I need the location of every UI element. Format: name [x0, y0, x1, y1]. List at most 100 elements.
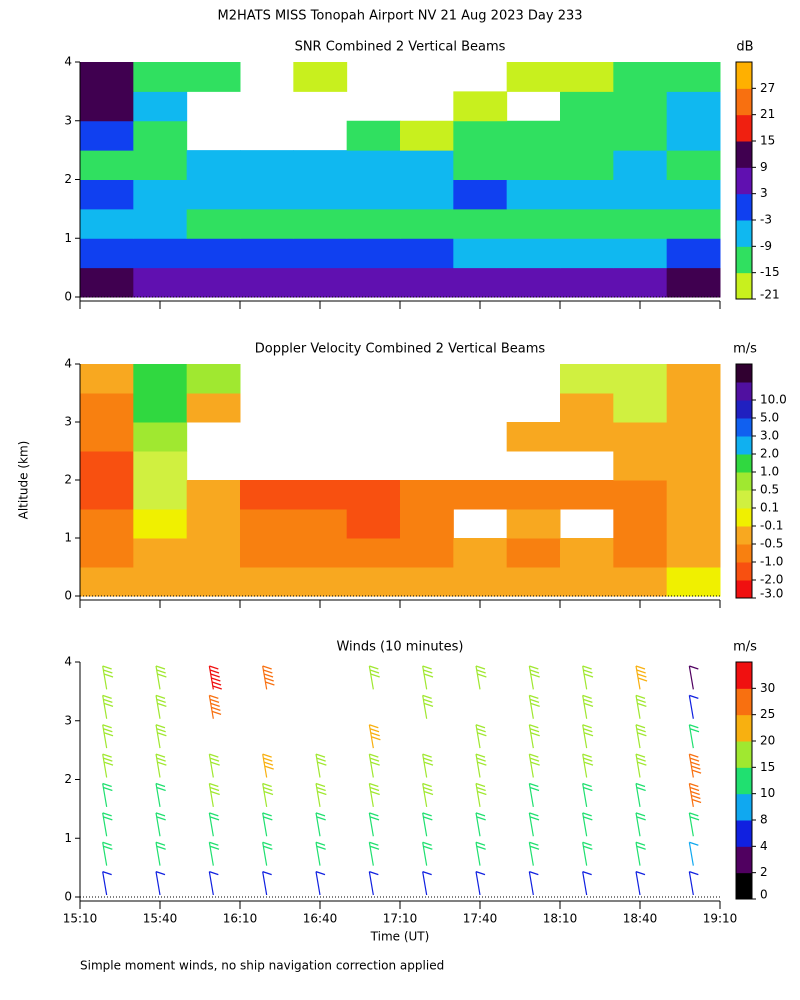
wind-barb	[155, 782, 166, 807]
wind-barb	[582, 871, 592, 896]
heatmap-cell	[186, 238, 241, 269]
wind-barb	[208, 841, 220, 866]
heatmap-cell	[400, 120, 454, 151]
heatmap-cell	[186, 538, 241, 568]
heatmap-cell	[506, 480, 561, 510]
wind-barb	[155, 694, 167, 719]
y-tick-label: 0	[64, 290, 72, 304]
chart-title: M2HATS MISS Tonopah Airport NV 21 Aug 20…	[217, 9, 582, 24]
wind-barb	[528, 724, 540, 749]
heatmap-cell	[293, 150, 348, 180]
heatmap-cell	[506, 567, 561, 597]
colorbar-tick-label: 30	[760, 681, 775, 695]
heatmap-cell	[613, 150, 668, 180]
y-tick-label: 3	[64, 113, 72, 127]
wind-barb	[208, 753, 220, 778]
heatmap-cell	[506, 267, 561, 298]
colorbar-tick-label: 25	[760, 707, 775, 721]
heatmap-cell	[293, 179, 348, 210]
colorbar-tick-label: -3	[760, 213, 772, 227]
wind-barb	[582, 782, 593, 807]
wind-barb	[102, 753, 114, 778]
x-tick-label: 18:10	[543, 912, 578, 926]
heatmap-cell	[560, 120, 614, 151]
wind-barb	[635, 724, 647, 749]
wind-barb	[422, 871, 432, 896]
heatmap-cell	[453, 267, 508, 298]
wind-barb	[688, 871, 699, 896]
heatmap-cell	[80, 150, 134, 180]
y-tick-label: 3	[64, 415, 72, 429]
x-tick-label: 19:10	[703, 912, 738, 926]
heatmap-cell	[80, 238, 134, 269]
colorbar-tick-label: -15	[760, 265, 780, 279]
colorbar-swatch	[736, 246, 752, 274]
wind-barb	[368, 841, 380, 866]
colorbar-swatch	[736, 364, 752, 383]
colorbar-swatch	[736, 662, 752, 689]
colorbar-tick-label: -0.1	[760, 519, 783, 533]
wind-barb	[688, 665, 699, 690]
wind-barb	[368, 724, 381, 749]
y-tick-label: 4	[64, 55, 72, 69]
heatmap-cell	[400, 509, 454, 539]
wind-barb	[688, 724, 700, 749]
wind-barb	[262, 871, 272, 896]
heatmap-cell	[506, 62, 561, 92]
heatmap-cell	[613, 238, 668, 269]
wind-barb	[475, 665, 487, 690]
wind-barb	[528, 812, 540, 837]
colorbar-tick-label: -3.0	[760, 587, 783, 601]
wind-barb	[475, 782, 487, 807]
heatmap-cell	[400, 150, 454, 180]
wind-barb	[475, 841, 486, 866]
wind-barb	[475, 871, 486, 896]
x-axis-label: Time (UT)	[370, 930, 430, 944]
heatmap-cell	[560, 208, 614, 239]
y-tick-label: 3	[64, 713, 72, 727]
heatmap-cell	[666, 120, 721, 151]
heatmap-cell	[240, 150, 294, 180]
heatmap-cell	[560, 62, 614, 92]
wind-barb	[315, 812, 326, 837]
colorbar-tick-label: 5.0	[760, 411, 779, 425]
heatmap-cell	[666, 238, 721, 269]
wind-barb	[635, 841, 646, 866]
heatmap-cell	[240, 238, 294, 269]
heatmap-cell	[506, 538, 561, 568]
panel-title: Winds (10 minutes)	[336, 640, 463, 655]
heatmap-cell	[560, 393, 614, 423]
colorbar-tick-label: 2.0	[760, 447, 779, 461]
heatmap-cell	[346, 179, 401, 210]
colorbar-tick-label: 0	[760, 888, 768, 902]
heatmap-cell	[133, 451, 188, 481]
wind-barb	[208, 782, 220, 807]
heatmap-cell	[613, 538, 668, 568]
heatmap-cell	[80, 393, 134, 423]
heatmap-cell	[666, 91, 721, 122]
heatmap-cell	[293, 538, 348, 568]
heatmap-cell	[293, 238, 348, 269]
heatmap-cell	[133, 364, 188, 394]
heatmap-cell	[293, 480, 348, 510]
colorbar-tick-label: 27	[760, 81, 775, 95]
heatmap-cell	[560, 364, 614, 394]
heatmap-cell	[133, 91, 188, 122]
heatmap-cell	[613, 480, 668, 510]
heatmap-cell	[506, 238, 561, 269]
y-tick-label: 4	[64, 357, 72, 371]
wind-barb	[422, 812, 433, 837]
wind-barb	[315, 753, 327, 778]
heatmap-cell	[133, 422, 188, 452]
heatmap-cell	[346, 267, 401, 298]
heatmap-cell	[453, 91, 508, 122]
wind-barb	[688, 812, 700, 837]
heatmap-cell	[346, 120, 401, 151]
colorbar-tick-label: 15	[760, 760, 775, 774]
wind-barb	[582, 694, 594, 719]
heatmap-cell	[613, 451, 668, 481]
wind-barb	[262, 665, 275, 690]
heatmap-cell	[666, 267, 721, 298]
heatmap-cell	[80, 538, 134, 568]
